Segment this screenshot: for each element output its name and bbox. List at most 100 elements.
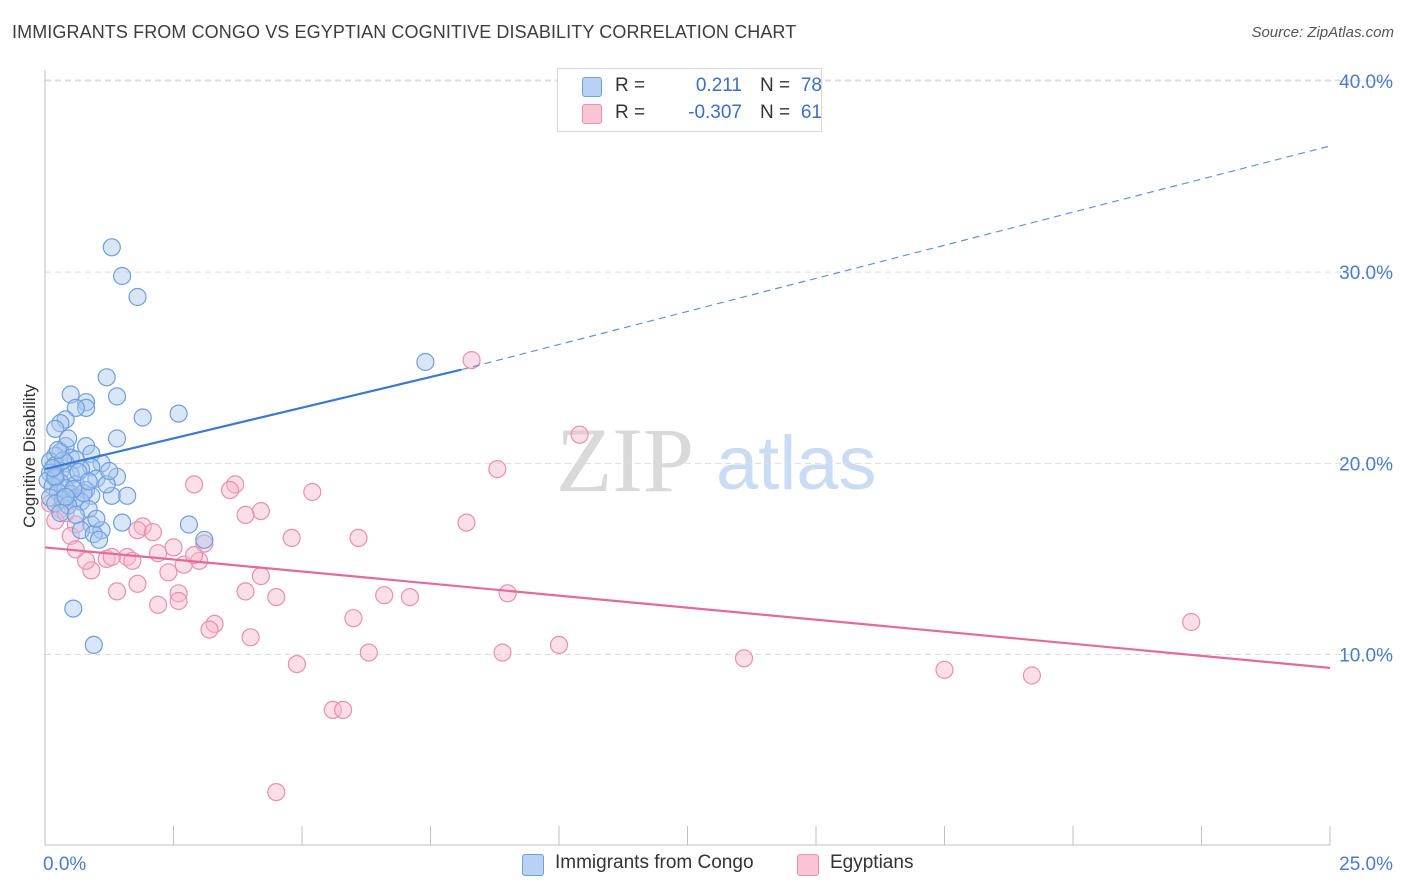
- congo-point: [112, 513, 132, 532]
- tick-labels: 10.0% 20.0% 30.0% 40.0% 0.0% 25.0%: [43, 72, 1393, 875]
- bottom-legend-label-congo: Immigrants from Congo: [555, 852, 754, 873]
- egyptians-point: [344, 609, 363, 628]
- congo-point: [133, 408, 152, 427]
- congo-point: [66, 398, 85, 417]
- congo-point: [56, 487, 75, 506]
- egyptians-point: [334, 700, 353, 720]
- congo-point: [84, 635, 103, 655]
- egyptians-point: [488, 460, 507, 479]
- egyptians-trend-line: [44, 546, 1331, 669]
- congo-point: [84, 524, 103, 544]
- egyptians-point: [149, 595, 168, 614]
- egyptians-point: [66, 515, 85, 534]
- egyptians-point: [734, 649, 754, 668]
- congo-point: [58, 429, 78, 448]
- congo-point: [46, 419, 65, 438]
- egyptians-point: [287, 654, 306, 674]
- egyptians-point: [241, 628, 260, 647]
- egyptians-point: [226, 475, 245, 494]
- egyptians-point: [323, 700, 342, 720]
- egyptians-point: [128, 574, 147, 593]
- egyptians-point: [143, 523, 162, 542]
- y-tick-label: 10.0%: [1339, 646, 1393, 667]
- congo-point: [107, 387, 127, 406]
- congo-point: [97, 475, 116, 494]
- egyptians-point: [76, 551, 96, 570]
- congo-point: [179, 515, 198, 534]
- congo-point: [112, 266, 132, 286]
- egyptians-point: [493, 643, 512, 662]
- congo-point: [118, 486, 137, 505]
- legend: R = 0.211 N = 78 R = -0.307 N = 61: [557, 68, 822, 132]
- y-tick-label: 40.0%: [1339, 72, 1393, 93]
- egyptians-point: [498, 584, 517, 603]
- egyptians-point: [462, 351, 481, 370]
- congo-trend-line: [44, 368, 462, 471]
- congo-point: [74, 483, 93, 503]
- legend-r-value: 0.211: [695, 75, 742, 96]
- egyptians-point: [267, 782, 286, 802]
- egyptians-point: [400, 587, 419, 607]
- grid-lines: [45, 79, 1395, 655]
- egyptians-point: [195, 534, 214, 553]
- egyptians-point: [457, 513, 476, 532]
- egyptians-point: [128, 521, 147, 540]
- legend-r-label: R =: [615, 102, 646, 123]
- congo-trend-extension: [461, 145, 1331, 371]
- legend-n-label: N =: [760, 75, 791, 96]
- egyptians-point: [1182, 612, 1201, 632]
- egyptians-point: [236, 582, 255, 601]
- congo-point: [51, 503, 70, 523]
- congo-point: [51, 414, 70, 433]
- legend-r-label: R =: [615, 75, 646, 96]
- legend-n-value: 78: [800, 75, 822, 96]
- congo-points: [38, 238, 435, 655]
- watermark: ZIP atlas: [556, 409, 877, 511]
- egyptians-point: [549, 635, 569, 655]
- source-label: Source: ZipAtlas.com: [1251, 24, 1394, 41]
- congo-point: [48, 440, 68, 460]
- congo-point: [102, 486, 121, 505]
- legend-n-value: 61: [800, 102, 822, 123]
- congo-point: [64, 599, 83, 618]
- legend-swatch-egyptians: [582, 104, 602, 124]
- egyptians-point: [1022, 666, 1042, 685]
- legend-r-value: -0.307: [688, 102, 742, 123]
- congo-point: [66, 505, 85, 525]
- egyptians-point: [61, 526, 80, 546]
- congo-point: [76, 398, 96, 417]
- congo-point: [416, 352, 435, 372]
- congo-point: [169, 404, 188, 423]
- y-tick-label: 20.0%: [1339, 454, 1393, 475]
- egyptians-point: [164, 538, 183, 557]
- egyptians-point: [359, 643, 378, 662]
- bottom-legend-swatch-egyptians: [797, 854, 819, 876]
- egyptians-point: [282, 528, 301, 548]
- egyptians-point: [185, 545, 204, 565]
- egyptians-point: [375, 586, 394, 605]
- congo-point: [195, 530, 214, 549]
- bottom-legend-label-egyptians: Egyptians: [830, 852, 914, 873]
- egyptians-point: [82, 561, 101, 580]
- egyptians-point: [169, 584, 188, 603]
- congo-point: [97, 368, 116, 387]
- egyptians-point: [220, 481, 240, 500]
- x-tick-label-max: 25.0%: [1339, 854, 1393, 875]
- bottom-legend-swatch-congo: [522, 854, 544, 876]
- x-tick-label-min: 0.0%: [43, 854, 86, 875]
- egyptians-point: [570, 425, 589, 444]
- congo-point: [79, 472, 98, 491]
- egyptians-point: [107, 582, 127, 601]
- egyptians-point: [102, 547, 121, 567]
- y-axis-label: Cognitive Disability: [20, 384, 39, 528]
- egyptians-point: [200, 620, 219, 639]
- legend-n-label: N =: [760, 102, 791, 123]
- congo-point: [100, 461, 119, 481]
- congo-point: [87, 509, 106, 528]
- congo-point: [76, 393, 96, 412]
- axes: [44, 70, 1331, 846]
- watermark-zip: ZIP: [556, 409, 694, 511]
- legend-swatch-congo: [582, 77, 602, 97]
- y-tick-label: 30.0%: [1339, 263, 1393, 284]
